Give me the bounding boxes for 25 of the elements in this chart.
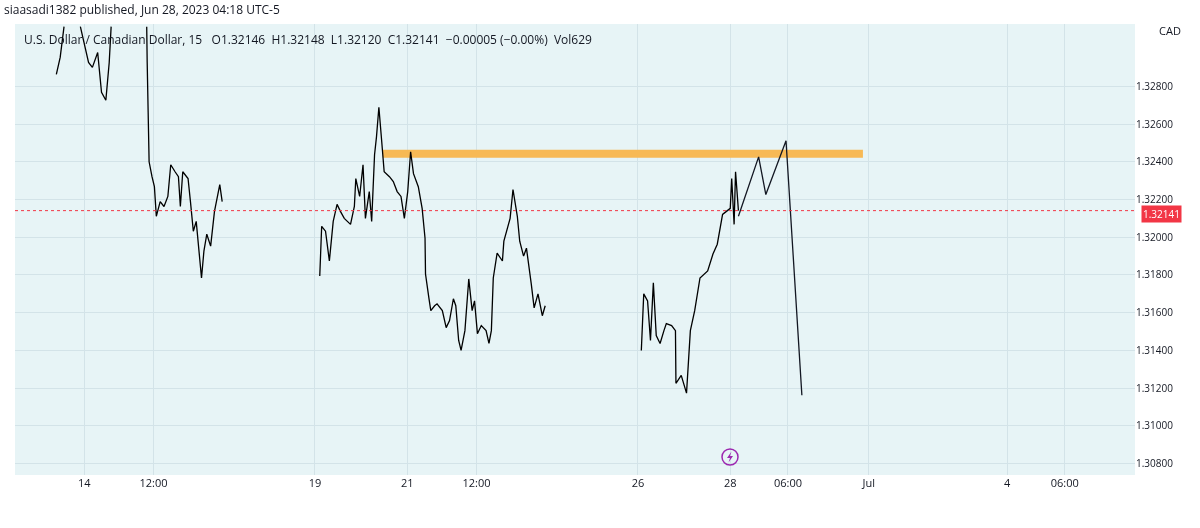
text: siaasadi1382 published, Jun 28, 2023 04:18 UTC-5 [4, 1, 280, 18]
x-tick-label: 06:00 [773, 475, 802, 490]
x-tick-label: Jul [861, 475, 875, 490]
y-tick-label: 1.32800 [1136, 78, 1174, 93]
y-tick-label: 1.31400 [1136, 342, 1174, 357]
y-tick-label: 1.32400 [1136, 154, 1174, 169]
y-tick-label: 1.31200 [1136, 380, 1174, 395]
y-tick-label: 1.30800 [1136, 456, 1174, 471]
y-tick-label: 1.31000 [1136, 418, 1174, 433]
x-tick-label: 28 [723, 475, 737, 490]
x-tick-label: 26 [631, 475, 645, 490]
x-tick-label: 19 [308, 475, 322, 490]
y-tick-label: 1.32200 [1136, 191, 1174, 206]
x-tick-label: 4 [1003, 475, 1011, 490]
x-tick-label: 12:00 [462, 475, 491, 490]
ref-line-label: 1.32141 [1143, 207, 1180, 221]
y-tick-label: 1.31600 [1136, 305, 1174, 320]
x-tick-label: 14 [77, 475, 92, 490]
y-tick-label: 1.32000 [1136, 229, 1174, 244]
x-tick-label: 06:00 [1050, 475, 1079, 490]
y-axis-title: CAD [1159, 23, 1181, 38]
y-tick-label: 1.31800 [1136, 267, 1174, 282]
x-tick-label: 12:00 [139, 475, 168, 490]
y-tick-label: 1.32600 [1136, 116, 1174, 131]
x-tick-label: 21 [400, 475, 414, 490]
